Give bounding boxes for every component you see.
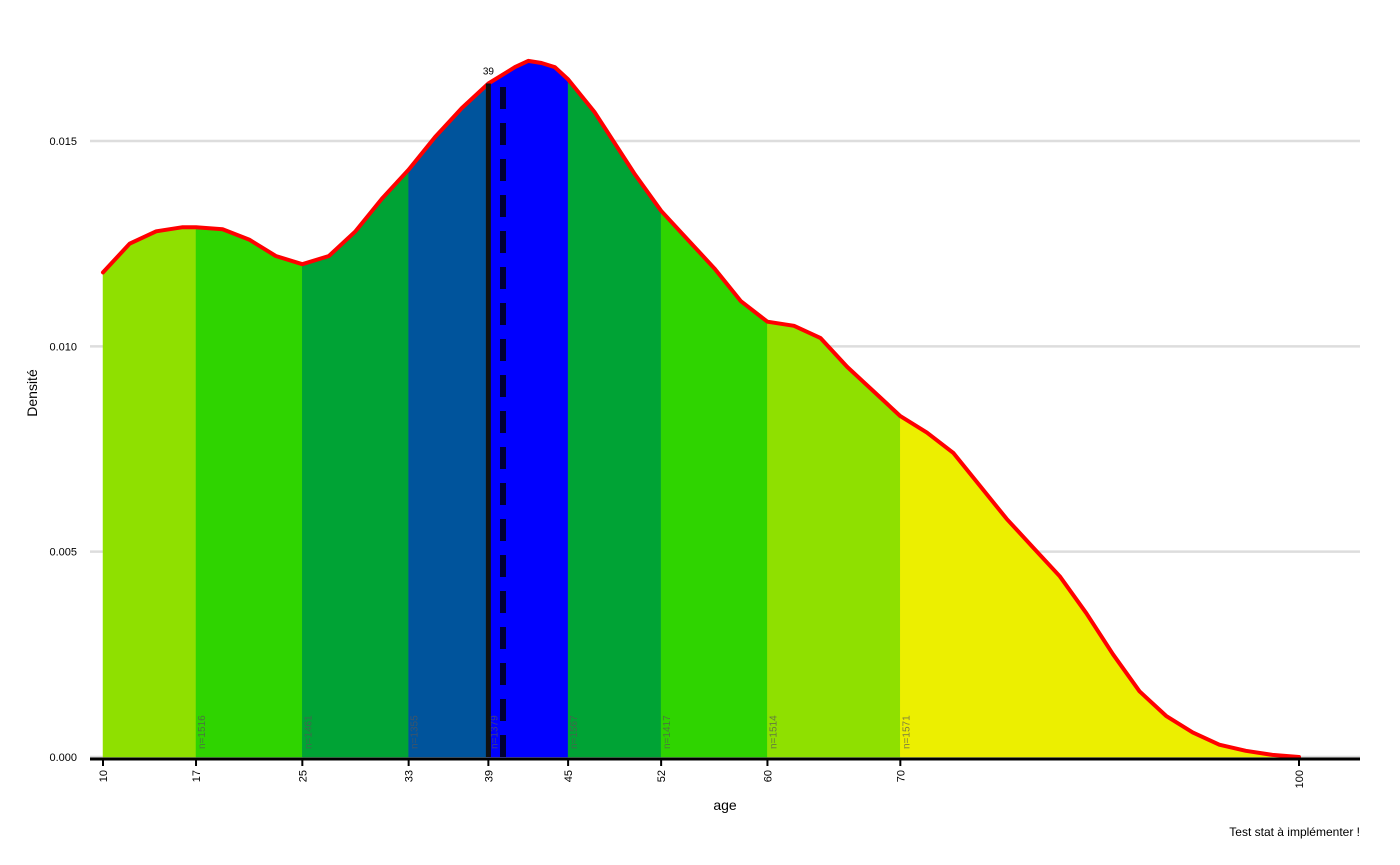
median-mean-markers: 39 (483, 67, 506, 757)
band-area (900, 415, 1300, 758)
density-curve (101, 58, 1301, 759)
band-count-label: n=1514 (768, 715, 779, 749)
axes: 10 17 25 33 39 45 52 60 70 100 0.000 0.005 0.010 0.01… (49, 136, 1360, 788)
band-count-label: n=1571 (901, 715, 912, 749)
band-area (102, 226, 197, 758)
band-area (660, 210, 768, 758)
x-tick-label: 45 (563, 770, 575, 782)
x-tick-label: 60 (762, 770, 774, 782)
median-label: 39 (483, 67, 495, 78)
x-tick-label: 17 (191, 770, 203, 782)
x-tick-label: 10 (98, 770, 110, 782)
x-tick-label: 33 (404, 770, 416, 782)
x-tick-label: 25 (297, 770, 309, 782)
x-tick-label: 70 (895, 770, 907, 782)
density-curve-layer (101, 58, 1301, 759)
y-tick-label: 0.015 (49, 136, 77, 148)
x-tick-label: 39 (483, 770, 495, 782)
y-tick-label: 0.010 (49, 341, 77, 353)
band-area (408, 82, 489, 758)
x-tick-label: 52 (656, 770, 668, 782)
band-count-label: n=1516 (197, 715, 208, 749)
x-axis-title: age (713, 797, 737, 813)
x-tick-label: 100 (1294, 770, 1306, 788)
y-axis-title: Densité (24, 369, 40, 417)
band-count-label: n=1567 (569, 715, 580, 749)
band-count-label: n=1461 (303, 715, 314, 749)
caption: Test stat à implémenter ! (1229, 825, 1360, 839)
band-area (567, 78, 662, 758)
y-tick-label: 0.005 (49, 547, 77, 559)
band-area (195, 226, 303, 758)
band-count-label: n=1379 (489, 715, 500, 749)
y-tick-label: 0.000 (49, 752, 77, 764)
band-count-label: n=1417 (662, 715, 673, 749)
band-count-labels: n=1516 n=1461 n=1355 n=1379 n=1567 n=1417 n=15… (197, 715, 912, 749)
band-count-label: n=1355 (410, 715, 421, 749)
band-area (767, 321, 901, 758)
quantile-bands (102, 60, 1300, 758)
